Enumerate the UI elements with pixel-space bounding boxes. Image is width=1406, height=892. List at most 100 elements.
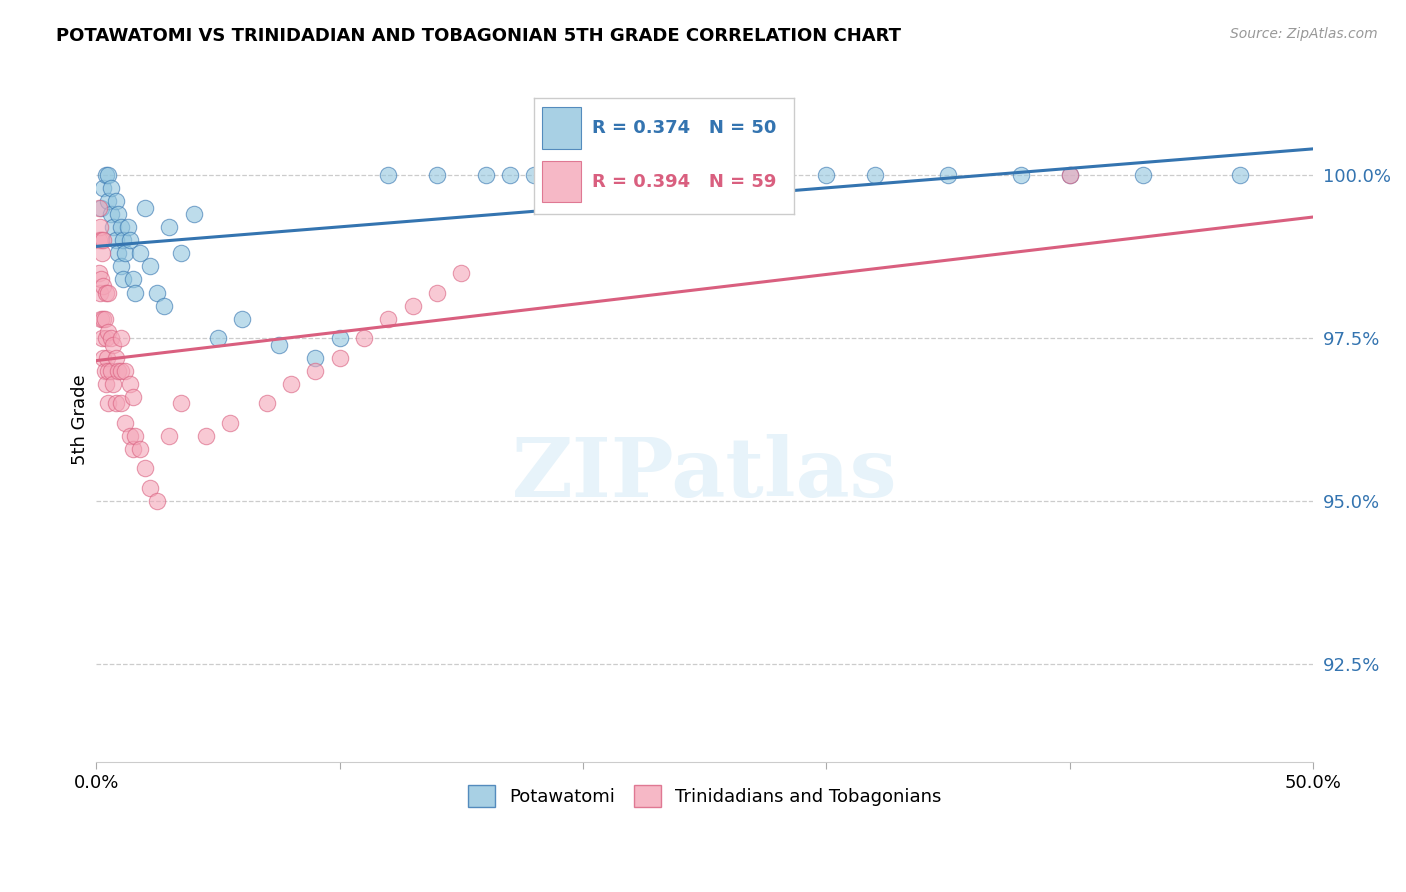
Point (87, 201, 110, 215)
Point (693, 168, 716, 182)
Point (97, 396, 120, 410)
Point (815, 168, 838, 182)
Point (107, 207, 129, 221)
Point (499, 168, 522, 182)
Point (110, 260, 132, 274)
Point (97, 285, 120, 300)
Point (120, 376, 142, 391)
Point (353, 331, 375, 345)
Point (93, 311, 115, 326)
Point (1229, 168, 1251, 182)
Point (96, 351, 118, 365)
Point (100, 331, 122, 345)
Point (107, 364, 129, 378)
Point (120, 429, 142, 443)
Bar (543, 107, 581, 149)
Point (523, 168, 546, 182)
Point (103, 220, 125, 235)
Point (863, 168, 886, 182)
Text: R = 0.394   N = 59: R = 0.394 N = 59 (592, 173, 776, 191)
Point (97, 364, 120, 378)
Point (104, 351, 127, 365)
Point (89, 285, 111, 300)
Point (146, 285, 169, 300)
Point (304, 364, 326, 378)
Point (94, 331, 117, 345)
Point (170, 396, 193, 410)
Point (111, 272, 134, 286)
Point (401, 299, 423, 313)
Point (377, 168, 399, 182)
Point (304, 351, 326, 365)
Point (134, 461, 156, 475)
Point (93, 351, 115, 365)
Bar (543, 161, 581, 202)
Point (231, 311, 253, 326)
Point (87, 233, 110, 247)
Point (93, 181, 115, 195)
Point (107, 246, 129, 260)
Point (474, 168, 496, 182)
Point (620, 168, 643, 182)
Point (153, 299, 176, 313)
Point (124, 429, 146, 443)
Point (104, 233, 127, 247)
Point (114, 246, 136, 260)
Point (1010, 168, 1032, 182)
Point (129, 246, 152, 260)
Point (426, 285, 449, 300)
Point (93, 311, 115, 326)
Point (138, 481, 160, 495)
Point (377, 311, 399, 326)
Point (267, 337, 290, 351)
Point (183, 207, 205, 221)
Point (87, 266, 110, 280)
Point (91, 246, 114, 260)
Point (110, 331, 132, 345)
Point (91, 331, 114, 345)
Point (219, 416, 242, 430)
Point (104, 194, 127, 209)
Point (1059, 168, 1081, 182)
Point (110, 396, 132, 410)
Point (936, 168, 959, 182)
Point (194, 429, 217, 443)
Point (97, 194, 120, 209)
Y-axis label: 5th Grade: 5th Grade (72, 375, 89, 465)
Point (766, 168, 789, 182)
Point (94, 376, 117, 391)
Point (121, 442, 143, 456)
Point (94, 285, 117, 300)
Point (103, 376, 125, 391)
Point (329, 351, 352, 365)
Point (121, 272, 143, 286)
Point (1132, 168, 1154, 182)
Point (103, 337, 125, 351)
Text: ZIPatlas: ZIPatlas (512, 434, 897, 515)
Point (426, 168, 449, 182)
Point (90, 201, 112, 215)
Point (572, 168, 595, 182)
Point (100, 364, 122, 378)
Point (138, 260, 160, 274)
Point (117, 220, 139, 235)
Point (93, 233, 115, 247)
Point (97, 168, 120, 182)
Legend: Potawatomi, Trinidadians and Tobagonians: Potawatomi, Trinidadians and Tobagonians (461, 778, 949, 814)
Point (110, 364, 132, 378)
Text: R = 0.374   N = 50: R = 0.374 N = 50 (592, 120, 776, 137)
Point (110, 220, 132, 235)
Point (94, 168, 117, 182)
Point (157, 429, 180, 443)
Point (89, 220, 111, 235)
Point (97, 325, 120, 339)
Point (146, 494, 169, 508)
Point (129, 442, 152, 456)
Point (450, 266, 472, 280)
Point (170, 246, 193, 260)
Point (256, 396, 278, 410)
Point (93, 279, 115, 293)
Point (1059, 168, 1081, 182)
Point (100, 207, 122, 221)
Point (114, 364, 136, 378)
